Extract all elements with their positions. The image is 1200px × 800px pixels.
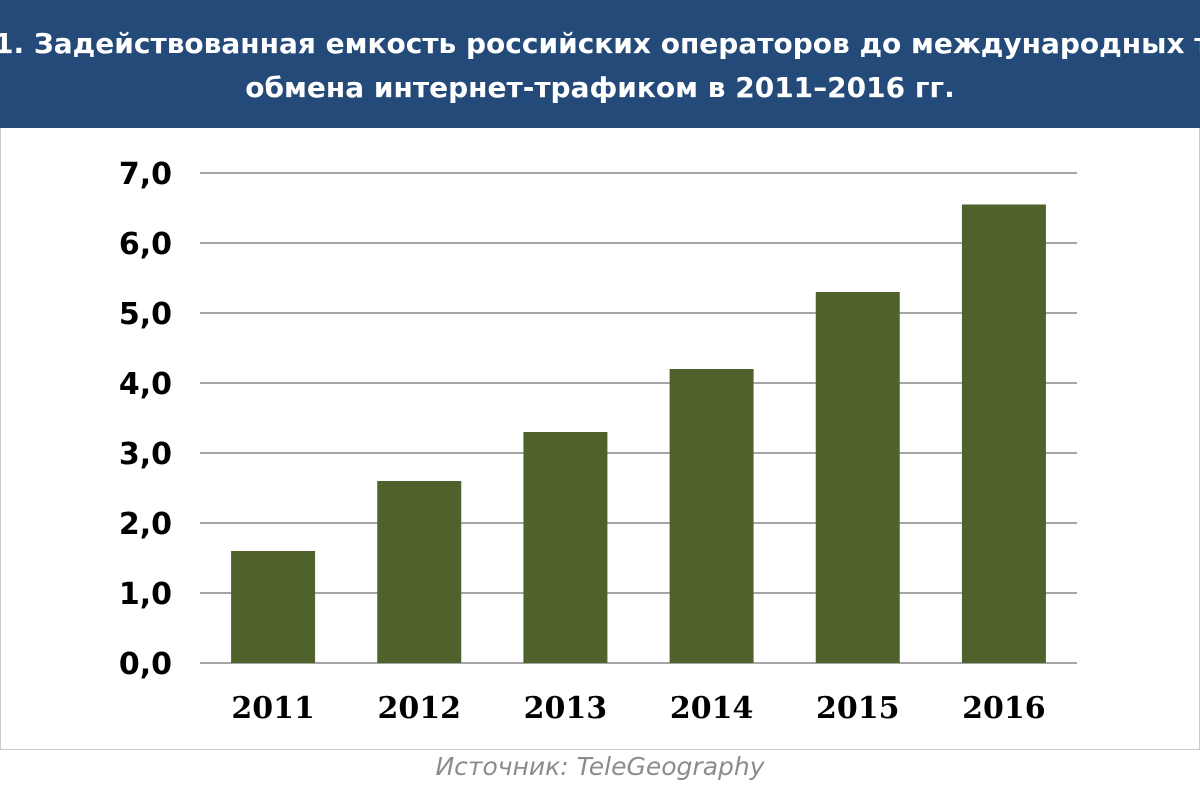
y-tick-label: 2,0 [119, 507, 172, 542]
bars [231, 204, 1046, 663]
bar-2011 [231, 551, 316, 663]
y-tick-label: 3,0 [119, 437, 172, 472]
chart-title-banner: 1. Задействованная емкость российских оп… [0, 0, 1200, 128]
y-tick-label: 6,0 [119, 227, 172, 262]
grid-lines [200, 172, 1077, 664]
x-tick-label: 2013 [524, 691, 608, 726]
bar-2015 [815, 292, 900, 663]
chart-title-line-1: 1. Задействованная емкость российских оп… [0, 27, 1200, 60]
bar-2013 [523, 432, 608, 663]
bar-2012 [377, 481, 462, 663]
source-note: Источник: TeleGeography [435, 752, 765, 781]
chart-title-line-2: обмена интернет-трафиком в 2011–2016 гг. [245, 71, 955, 104]
y-axis-tick-labels: 0,0 1,0 2,0 3,0 4,0 5,0 6,0 7,0 [119, 157, 172, 682]
y-tick-label: 1,0 [119, 577, 172, 612]
bar-2014 [669, 369, 754, 663]
bar-chart: 0,01,02,03,04,05,06,07,0 2011 2012 2013 201… [119, 157, 1077, 726]
x-tick-label: 2012 [378, 691, 462, 726]
y-tick-label: 4,0 [119, 367, 172, 402]
y-tick-label: 7,0 [119, 157, 172, 192]
y-tick-label: 0,0 [119, 647, 172, 682]
x-tick-label: 2011 [231, 691, 315, 726]
bar-2016 [961, 204, 1046, 663]
x-tick-label: 2016 [962, 691, 1046, 726]
x-tick-label: 2014 [670, 691, 754, 726]
y-tick-label: 5,0 [119, 297, 172, 332]
x-axis-tick-labels: 2011 2012 2013 2014 2015 2016 [231, 691, 1045, 726]
x-tick-label: 2015 [816, 691, 900, 726]
